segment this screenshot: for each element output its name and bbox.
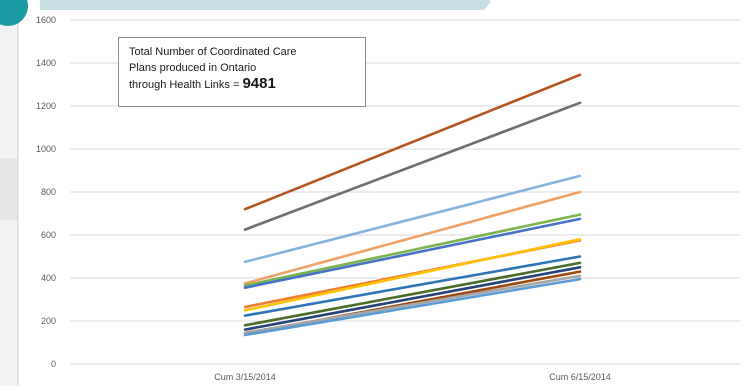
y-tick-label: 200 bbox=[41, 316, 56, 326]
y-tick-label: 400 bbox=[41, 273, 56, 283]
series-line-11 bbox=[243, 265, 582, 331]
series-line-9 bbox=[243, 255, 582, 317]
x-tick-label: Cum 6/15/2014 bbox=[549, 372, 611, 382]
y-tick-label: 1400 bbox=[36, 58, 56, 68]
series-line-1 bbox=[243, 73, 582, 211]
series-line-5 bbox=[243, 213, 582, 287]
series-line-4 bbox=[243, 190, 582, 285]
series-line-14 bbox=[243, 277, 582, 337]
series-line-2 bbox=[243, 101, 582, 231]
series-line-13 bbox=[243, 274, 582, 335]
annotation-line-2: Plans produced in Ontario bbox=[129, 62, 257, 74]
y-tick-label: 1000 bbox=[36, 144, 56, 154]
annotation-line-3-text: through Health Links = bbox=[129, 79, 240, 91]
annotation-line-3: through Health Links = 9481 bbox=[129, 76, 355, 93]
y-tick-label: 0 bbox=[51, 359, 56, 369]
y-tick-label: 1600 bbox=[36, 15, 56, 25]
left-panel-tab bbox=[0, 158, 18, 220]
annotation-total-value: 9481 bbox=[242, 75, 276, 92]
header-banner bbox=[40, 0, 491, 10]
series-line-10 bbox=[243, 261, 582, 327]
annotation-line-1: Total Number of Coordinated Care bbox=[129, 46, 297, 58]
y-tick-label: 1200 bbox=[36, 101, 56, 111]
x-tick-label: Cum 3/15/2014 bbox=[214, 372, 276, 382]
series-line-8 bbox=[243, 238, 582, 312]
header-circle bbox=[0, 0, 28, 26]
y-tick-label: 800 bbox=[41, 187, 56, 197]
y-tick-label: 600 bbox=[41, 230, 56, 240]
series-line-3 bbox=[243, 174, 582, 264]
series-line-6 bbox=[243, 217, 582, 290]
annotation-box: Total Number of Coordinated Care Plans p… bbox=[118, 37, 366, 107]
